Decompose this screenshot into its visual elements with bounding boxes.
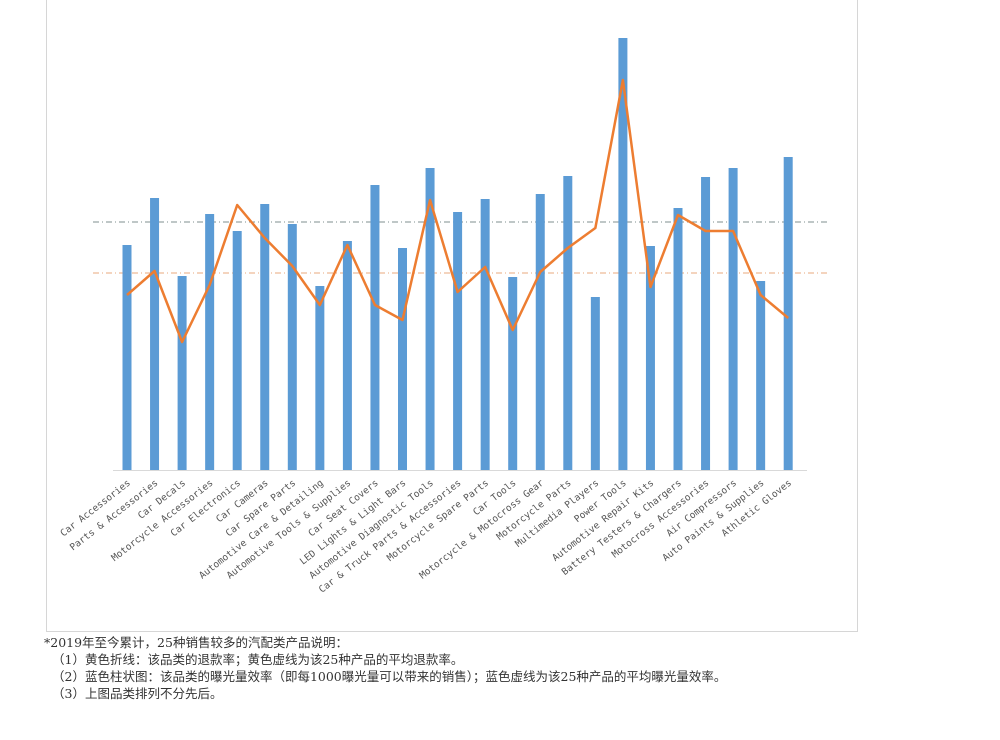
- bar-8: [315, 286, 325, 470]
- bar-18: [590, 297, 600, 470]
- bar-22: [701, 177, 711, 470]
- bar-25: [783, 157, 793, 470]
- bar-3: [177, 276, 187, 470]
- bar-14: [480, 199, 490, 470]
- note-line-series: （1）黄色折线：该品类的退款率；黄色虚线为该25种产品的平均退款率。: [52, 652, 464, 667]
- bar-16: [535, 194, 545, 470]
- bar-7: [287, 224, 297, 470]
- line-series: [126, 78, 790, 344]
- note-order: （3）上图品类排列不分先后。: [52, 686, 223, 701]
- bar-23: [728, 168, 738, 470]
- bar-series: [122, 38, 793, 470]
- bar-4: [205, 214, 215, 470]
- bar-11: [398, 248, 407, 470]
- note-intro: *2019年至今累计，25种销售较多的汽配类产品说明：: [44, 635, 348, 650]
- bar-6: [260, 204, 270, 470]
- bar-21: [673, 208, 683, 470]
- bar-2: [150, 198, 160, 470]
- bar-13: [453, 212, 463, 470]
- chart-frame: Car Accessories Parts & Accessories Car De…: [46, 0, 858, 632]
- bar-5: [232, 231, 242, 470]
- chart-notes: *2019年至今累计，25种销售较多的汽配类产品说明： （1）黄色折线：该品类的…: [44, 634, 874, 702]
- bar-15: [508, 277, 518, 470]
- bar-17: [563, 176, 573, 470]
- bar-24: [756, 281, 766, 470]
- bar-10: [370, 185, 380, 470]
- bar-12: [425, 168, 435, 470]
- bar-20: [645, 246, 655, 470]
- bar-1: [122, 245, 132, 470]
- bar-19: [618, 38, 628, 470]
- note-bar-series: （2）蓝色柱状图：该品类的曝光量效率（即每1000曝光量可以带来的销售）；蓝色虚…: [52, 669, 727, 684]
- bar-9: [342, 241, 352, 470]
